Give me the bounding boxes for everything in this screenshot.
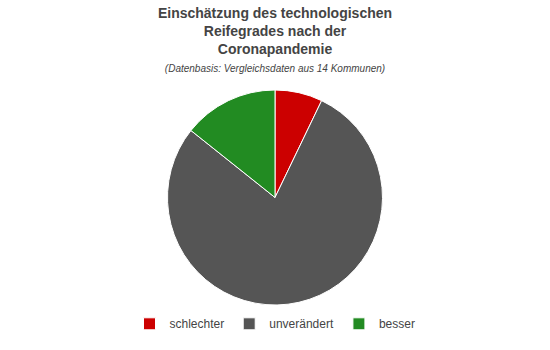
svg-text:Einschätzung des technologisch: Einschätzung des technologischenReifegra…	[158, 5, 392, 75]
svg-text:unverändert: unverändert	[269, 317, 334, 331]
svg-text:besser: besser	[379, 317, 415, 331]
svg-text:schlechter: schlechter	[170, 317, 225, 331]
